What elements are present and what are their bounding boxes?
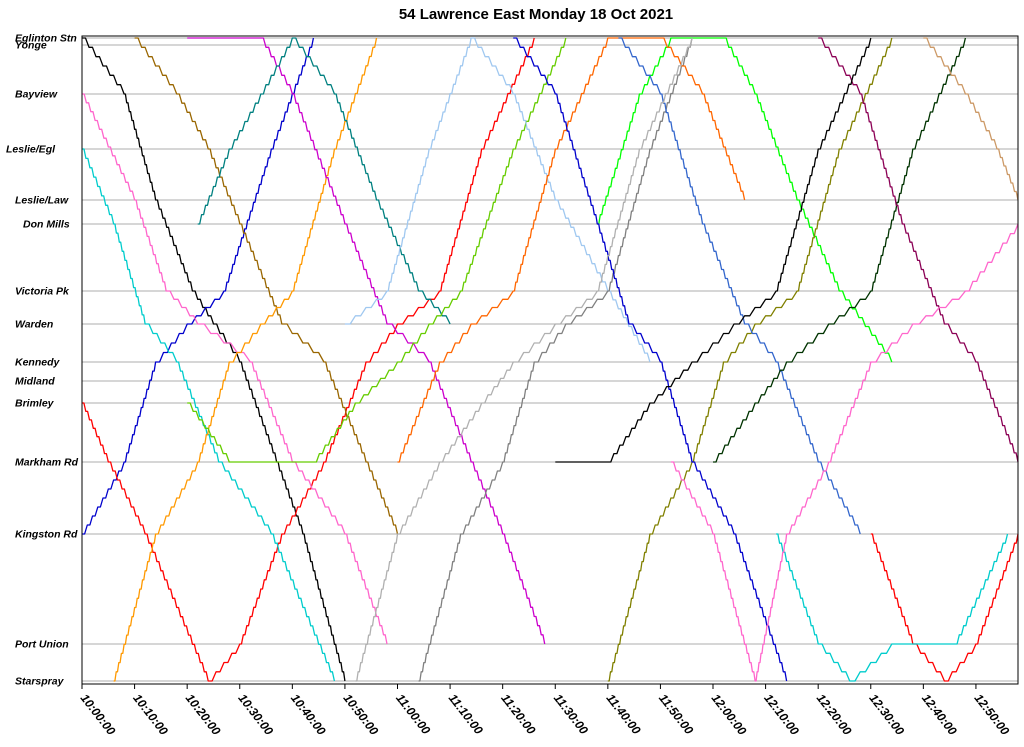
trip-line [187, 37, 567, 463]
trip-lines [82, 37, 1019, 682]
chart-title: 54 Lawrence East Monday 18 Oct 2021 [399, 6, 673, 23]
trip-line [923, 37, 1019, 201]
trip-line [776, 533, 1009, 682]
stop-label: Markham Rd [15, 457, 79, 469]
trip-line [418, 37, 693, 682]
trip-line [397, 37, 746, 463]
stop-label: Bayview [15, 89, 58, 101]
stop-label: Brimley [15, 398, 55, 410]
stop-label: Don Mills [23, 219, 70, 231]
stop-label: Yonge [15, 40, 47, 52]
x-tick-label: 12:30:00 [866, 691, 907, 738]
x-tick-label: 12:40:00 [919, 691, 960, 738]
x-tick-label: 11:40:00 [603, 691, 643, 737]
x-tick-label: 11:20:00 [498, 691, 538, 737]
trip-line [197, 37, 451, 325]
x-tick-label: 10:40:00 [288, 691, 329, 738]
trip-line [187, 37, 546, 645]
stop-label: Port Union [15, 639, 69, 651]
x-tick-label: 10:30:00 [235, 691, 276, 738]
trip-line [555, 37, 872, 463]
x-tick-label: 10:00:00 [78, 691, 119, 738]
trip-line [818, 37, 1019, 463]
x-tick-label: 12:10:00 [761, 691, 802, 738]
plot-frame [81, 35, 1019, 685]
x-tick-label: 11:00:00 [393, 691, 433, 737]
stop-label: Kingston Rd [15, 529, 78, 541]
trip-line [82, 37, 315, 535]
stop-label: Leslie/Egl [6, 144, 56, 156]
x-tick-label: 11:30:00 [551, 691, 591, 737]
trip-line [82, 93, 388, 645]
x-tick-label: 12:00:00 [709, 691, 750, 738]
x-tick-label: 12:20:00 [814, 691, 855, 738]
trip-line [713, 37, 967, 463]
trip-line [670, 223, 1019, 682]
trip-line [82, 148, 336, 682]
x-tick-label: 11:10:00 [446, 691, 486, 737]
stop-label: Leslie/Law [15, 195, 69, 207]
stop-label: Warden [15, 319, 53, 331]
trip-line [355, 37, 693, 682]
x-tick-label: 10:10:00 [130, 691, 171, 738]
x-tick-label: 10:50:00 [341, 691, 382, 738]
trip-line [607, 37, 893, 682]
stop-label: Midland [15, 376, 55, 388]
x-tick-label: 10:20:00 [183, 691, 224, 738]
trip-line [82, 37, 535, 682]
stop-label: Victoria Pk [15, 286, 70, 298]
trip-line [113, 37, 378, 682]
trip-line [513, 37, 788, 682]
stop-label: Eglinton Stn [15, 33, 77, 45]
time-tick-labels: 10:00:00 10:10:00 10:20:00 10:30:00 10:40:00… [78, 684, 1013, 738]
trip-line [597, 37, 893, 363]
x-tick-label: 12:50:00 [972, 691, 1013, 738]
stop-label: Starspray [15, 676, 65, 688]
trip-line [870, 533, 1019, 682]
trip-line [618, 37, 861, 535]
trip-line [82, 37, 346, 682]
trip-line [344, 37, 651, 363]
stop-label: Kennedy [15, 357, 61, 369]
x-tick-label: 11:50:00 [656, 691, 696, 737]
trip-line [134, 37, 399, 535]
